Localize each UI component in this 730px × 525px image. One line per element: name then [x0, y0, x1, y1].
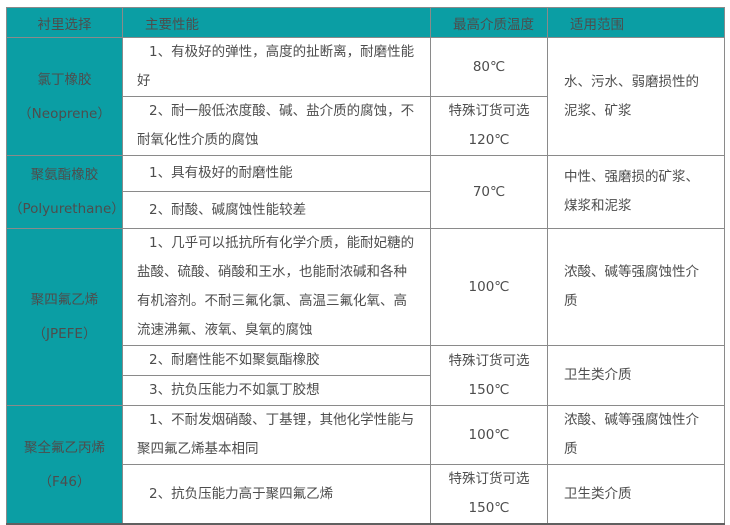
material-cell-polyurethane: 聚氨酯橡胶 （Polyurethane）	[6, 155, 123, 229]
performance-cell: 3、抗负压能力不如氯丁胶想	[122, 375, 431, 406]
table-row: 聚四氟乙烯 （JPEFE） 1、几乎可以抵抗所有化学介质，能耐妃糖的盐酸、硫酸、…	[6, 228, 725, 406]
temperature-cell: 特殊订货可选 150℃	[430, 345, 548, 406]
range-cell: 中性、强磨损的矿浆、煤浆和泥浆	[547, 155, 725, 229]
temperature-cell: 特殊订货可选 120℃	[430, 96, 548, 156]
performance-cell: 1、几乎可以抵抗所有化学介质，能耐妃糖的盐酸、硫酸、硝酸和王水，也能耐浓碱和各种…	[122, 228, 431, 346]
header-cell-applicable-range: 适用范围	[547, 7, 725, 38]
performance-cell: 2、耐一般低浓度酸、碱、盐介质的腐蚀，不耐氧化性介质的腐蚀	[122, 96, 431, 156]
temperature-cell: 100℃	[430, 228, 548, 346]
performance-cell: 2、耐磨性能不如聚氨酯橡胶	[122, 345, 431, 376]
header-cell-main-performance: 主要性能	[122, 7, 431, 38]
range-cell: 浓酸、碱等强腐蚀性介质	[547, 228, 725, 346]
performance-cell: 2、耐酸、碱腐蚀性能较差	[122, 191, 431, 229]
table-row: 2、抗负压能力高于聚四氟乙烯 特殊订货可选 150℃ 卫生类介质	[7, 464, 725, 525]
temperature-cell: 70℃	[430, 155, 548, 229]
temperature-cell: 80℃	[430, 37, 548, 97]
range-cell: 水、污水、弱磨损性的泥浆、矿浆	[547, 37, 725, 156]
table-row: 3、抗负压能力不如氯丁胶想	[7, 375, 725, 406]
table-row: 2、耐一般低浓度酸、碱、盐介质的腐蚀，不耐氧化性介质的腐蚀 特殊订货可选 120…	[7, 96, 725, 156]
range-cell: 浓酸、碱等强腐蚀性介质	[547, 405, 725, 465]
performance-cell: 1、具有极好的耐磨性能	[122, 155, 431, 192]
range-cell: 卫生类介质	[547, 464, 725, 525]
table-row: 氯丁橡胶 （Neoprene） 1、有极好的弹性，高度的扯断离，耐磨性能好 80…	[6, 37, 725, 156]
lining-selection-table: 衬里选择 主要性能 最高介质温度 适用范围 氯丁橡胶 （Neoprene） 1、…	[6, 7, 725, 525]
header-cell-lining-selection: 衬里选择	[6, 7, 123, 38]
temperature-cell: 100℃	[430, 405, 548, 465]
performance-cell: 1、有极好的弹性，高度的扯断离，耐磨性能好	[122, 37, 431, 97]
material-cell-f46: 聚全氟乙丙烯 （F46）	[6, 405, 123, 525]
table-row: 聚全氟乙丙烯 （F46） 1、不耐发烟硝酸、丁基锂，其他化学性能与聚四氟乙烯基本…	[6, 405, 725, 525]
table-row: 聚氨酯橡胶 （Polyurethane） 1、具有极好的耐磨性能 70℃ 中性、…	[6, 155, 725, 229]
header-cell-max-medium-temperature: 最高介质温度	[430, 7, 548, 38]
range-cell: 卫生类介质	[547, 345, 725, 406]
performance-cell: 2、抗负压能力高于聚四氟乙烯	[122, 464, 431, 525]
header-row: 衬里选择 主要性能 最高介质温度 适用范围	[6, 7, 725, 38]
material-cell-neoprene: 氯丁橡胶 （Neoprene）	[6, 37, 123, 156]
table-row: 2、耐磨性能不如聚氨酯橡胶 特殊订货可选 150℃ 卫生类介质	[7, 345, 725, 406]
performance-cell: 1、不耐发烟硝酸、丁基锂，其他化学性能与聚四氟乙烯基本相同	[122, 405, 431, 465]
material-cell-jpefe: 聚四氟乙烯 （JPEFE）	[6, 228, 123, 406]
temperature-cell: 特殊订货可选 150℃	[430, 464, 548, 525]
